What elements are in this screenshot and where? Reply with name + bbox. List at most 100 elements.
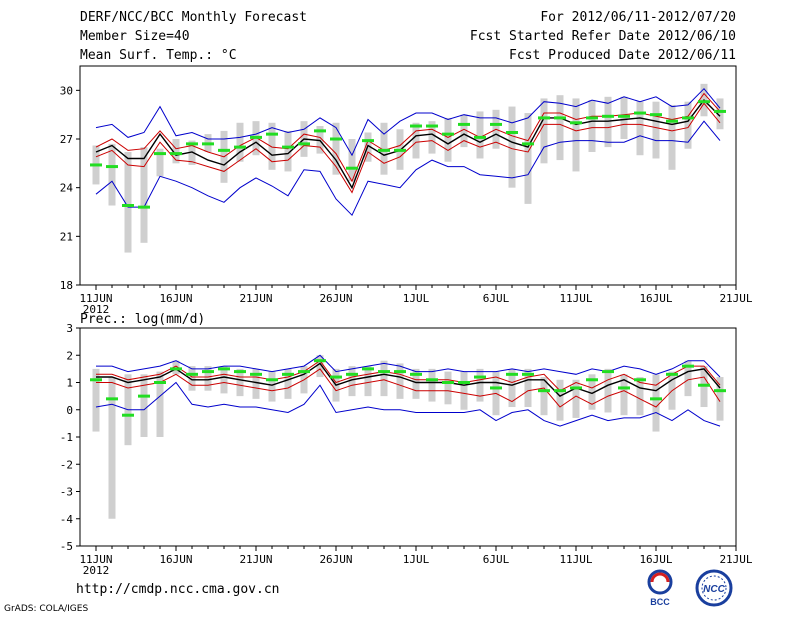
- prec-series-lower-mean: [96, 368, 721, 408]
- temp-spread-box: [444, 117, 452, 162]
- temp-ytick-label: 21: [60, 230, 73, 243]
- ncc-logo: NCC: [695, 569, 733, 607]
- temp-series-upper-mean: [95, 92, 721, 183]
- prec-spread-box: [188, 366, 196, 391]
- variable-label: Mean Surf. Temp.: °C: [80, 48, 237, 63]
- prec-ytick-label: -3: [60, 486, 73, 499]
- bcc-logo: BCC: [647, 569, 673, 607]
- prec-spread-box: [620, 374, 628, 416]
- temp-ytick-label: 18: [60, 279, 73, 292]
- prec-spread-box: [396, 363, 404, 399]
- prec-spread-box: [556, 379, 564, 421]
- temp-spread-box: [380, 122, 388, 175]
- prec-series-upper-mean: [96, 360, 721, 392]
- temp-spread-box: [124, 151, 132, 253]
- prec-series-upper: [96, 354, 721, 378]
- temp-ytick-label: 30: [60, 84, 73, 97]
- temp-spread-box: [268, 122, 276, 170]
- prec-xtick-label: 11JUL: [559, 553, 592, 566]
- prec-spread-box: [460, 371, 468, 410]
- prec-spread-box: [572, 379, 580, 418]
- prec-spread-box: [156, 371, 164, 437]
- prec-ytick-label: 2: [66, 349, 73, 362]
- prec-spread-box: [316, 355, 324, 378]
- prec-xtick-label: 1JUL: [403, 553, 430, 566]
- prec-spread-box: [220, 366, 228, 394]
- temp-series-center: [95, 99, 721, 190]
- temp-year-label: 2012: [83, 303, 110, 316]
- prec-xtick-label: 11JUN: [79, 553, 112, 566]
- prec-spread-box: [268, 371, 276, 402]
- temp-xtick-label: 21JUN: [239, 292, 272, 305]
- chart-title: DERF/NCC/BCC Monthly Forecast: [80, 10, 307, 25]
- prec-spread-box: [140, 374, 148, 437]
- temp-spread-box: [620, 96, 628, 139]
- prec-spread-box: [92, 368, 100, 432]
- temp-xtick-label: 1JUL: [403, 292, 430, 305]
- temp-spread-box: [572, 98, 580, 172]
- prec-xtick-label: 16JUL: [639, 553, 672, 566]
- forecast-period: For 2012/06/11-2012/07/20: [540, 10, 736, 25]
- prec-xtick-label: 26JUN: [319, 553, 352, 566]
- temp-spread-box: [556, 95, 564, 161]
- prec-series-lower: [95, 381, 721, 427]
- bcc-logo-arc: [650, 572, 670, 583]
- precipitation-panel: -5 -4 -3 -2 -1 0 1 2 3 11JUN 16JUN 21JUN 26JUN 1JUL 6J…: [60, 312, 753, 577]
- ncc-logo-text: NCC: [703, 584, 725, 595]
- temp-spread-box: [540, 98, 548, 164]
- temp-spread-box: [636, 101, 644, 156]
- temp-spread-box: [108, 143, 116, 206]
- temp-ytick-label: 24: [60, 182, 74, 195]
- temp-xtick-label: 16JUN: [159, 292, 192, 305]
- prec-spread-box: [524, 368, 532, 408]
- temp-spread-box: [716, 98, 724, 130]
- prec-spread-box: [364, 366, 372, 397]
- grads-credit: GrADS: COLA/IGES: [4, 604, 89, 614]
- temp-xtick-label: 6JUL: [483, 292, 510, 305]
- prec-spread-box: [252, 368, 260, 399]
- temp-spread-box: [140, 147, 148, 243]
- prec-spread-box: [652, 374, 660, 432]
- temp-xtick-label: 16JUL: [639, 292, 672, 305]
- temp-series-lower-mean: [95, 102, 721, 194]
- temp-series-upper: [95, 87, 721, 157]
- temp-ytick-label: 27: [60, 133, 73, 146]
- temp-spread-box: [428, 121, 436, 154]
- prec-ytick-label: -5: [60, 540, 73, 553]
- prec-spread-box: [108, 377, 116, 519]
- prec-spread-box: [444, 371, 452, 405]
- temp-spread-box: [524, 113, 532, 204]
- prec-ytick-label: 3: [66, 322, 73, 335]
- temp-spread-box: [284, 130, 292, 172]
- prec-spread-box: [540, 377, 548, 416]
- temp-xtick-label: 26JUN: [319, 292, 352, 305]
- prec-xtick-label: 21JUL: [719, 553, 752, 566]
- prec-spread-box: [588, 374, 596, 410]
- temp-spread-box: [684, 101, 692, 149]
- temp-spread-box: [236, 122, 244, 162]
- temp-spread-box: [156, 148, 164, 177]
- temp-spread-box: [588, 100, 596, 152]
- prec-spread-box: [428, 368, 436, 402]
- temp-xtick-label: 11JUL: [559, 292, 592, 305]
- bcc-logo-ring: [647, 569, 673, 595]
- temp-spread-box: [332, 122, 340, 175]
- temp-spread-box: [172, 139, 180, 164]
- temp-spread-box: [668, 104, 676, 170]
- temp-series-lower: [95, 120, 721, 217]
- temp-plot-frame: [79, 65, 737, 286]
- source-url[interactable]: http://cmdp.ncc.cma.gov.cn: [76, 582, 280, 597]
- temp-spread-box: [412, 122, 420, 159]
- prec-spread-box: [348, 366, 356, 397]
- prec-spread-box: [284, 368, 292, 399]
- fcst-produced-date: Fcst Produced Date 2012/06/11: [509, 48, 736, 63]
- temp-xtick-label: 11JUN: [79, 292, 112, 305]
- prec-spread-box: [716, 377, 724, 421]
- temp-spread-box: [460, 114, 468, 148]
- temperature-panel: 18 21 24 27 30 11JUN 16JUN 21JUN 26JUN 1JUL 6JUL 11…: [60, 65, 753, 316]
- prec-ytick-label: -1: [60, 431, 73, 444]
- prec-xtick-label: 6JUL: [483, 553, 510, 566]
- prec-spread-box: [636, 377, 644, 416]
- temp-spread-box: [316, 126, 324, 154]
